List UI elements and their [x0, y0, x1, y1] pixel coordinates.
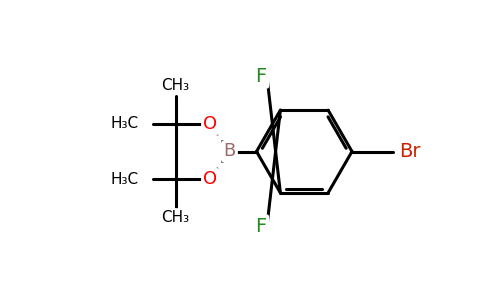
- Text: CH₃: CH₃: [162, 210, 190, 225]
- Text: H₃C: H₃C: [110, 116, 139, 131]
- Text: Br: Br: [399, 142, 421, 161]
- Text: CH₃: CH₃: [162, 78, 190, 93]
- Text: F: F: [256, 217, 267, 236]
- Text: H₃C: H₃C: [110, 172, 139, 187]
- Text: F: F: [256, 67, 267, 86]
- Text: O: O: [203, 115, 217, 133]
- Text: O: O: [203, 170, 217, 188]
- Text: B: B: [224, 142, 236, 160]
